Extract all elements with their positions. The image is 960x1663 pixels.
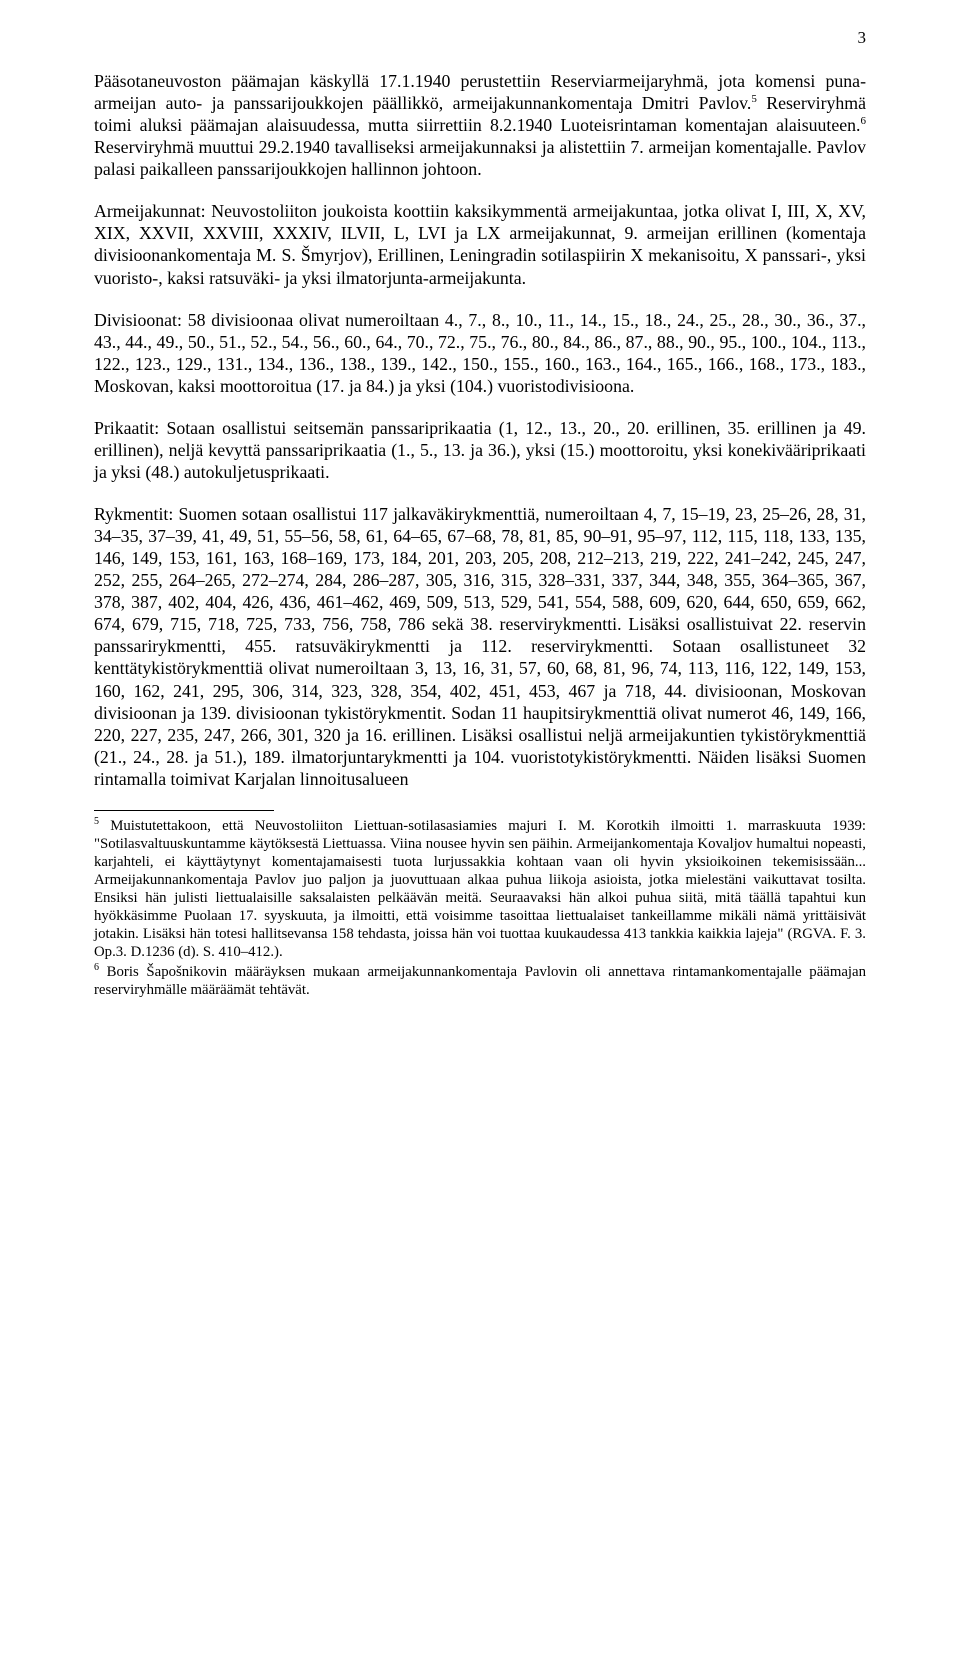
paragraph-4: Prikaatit: Sotaan osallistui seitsemän p… [94, 417, 866, 483]
paragraph-2: Armeijakunnat: Neuvostoliiton joukoista … [94, 200, 866, 288]
footnote-text-6: Boris Šapošnikovin määräyksen mukaan arm… [94, 964, 866, 998]
footnote-separator [94, 810, 274, 811]
document-page: 3 Pääsotaneuvoston päämajan käskyllä 17.… [0, 0, 960, 1663]
paragraph-3: Divisioonat: 58 divisioonaa olivat numer… [94, 309, 866, 397]
paragraph-5: Rykmentit: Suomen sotaan osallistui 117 … [94, 503, 866, 790]
para1-c: Reserviryhmä muuttui 29.2.1940 tavallise… [94, 137, 866, 179]
footnote-5: 5 Muistutettakoon, että Neuvostoliiton L… [94, 817, 866, 961]
paragraph-1: Pääsotaneuvoston päämajan käskyllä 17.1.… [94, 70, 866, 180]
page-number: 3 [94, 28, 866, 48]
footnotes-block: 5 Muistutettakoon, että Neuvostoliiton L… [94, 817, 866, 999]
footnote-text-5: Muistutettakoon, että Neuvostoliiton Lie… [94, 818, 866, 960]
footnote-6: 6 Boris Šapošnikovin määräyksen mukaan a… [94, 963, 866, 999]
footnote-ref-6: 6 [861, 115, 867, 127]
